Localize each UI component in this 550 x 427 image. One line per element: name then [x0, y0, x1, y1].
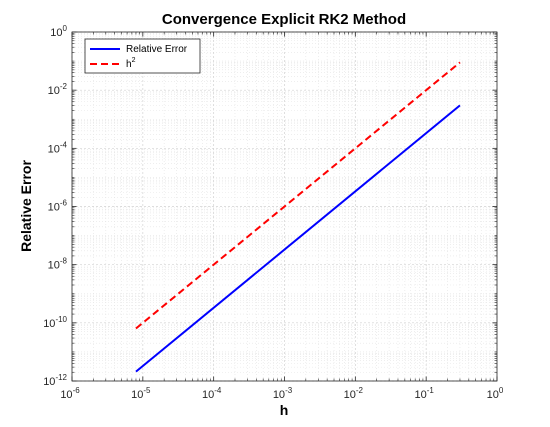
x-tick-label-exponent: -6: [73, 386, 81, 395]
x-tick-label-base: 10: [487, 389, 499, 401]
legend: Relative Error h2: [84, 38, 201, 74]
y-tick-label-base: 10: [43, 318, 55, 330]
y-tick-label: 10-6: [48, 199, 68, 214]
y-tick-label-base: 10: [43, 376, 55, 388]
y-tick-label-base: 10: [48, 202, 60, 214]
y-tick-label-exponent: -10: [55, 315, 67, 324]
x-tick-label-base: 10: [414, 389, 426, 401]
legend-box: [84, 38, 201, 74]
y-axis-label: Relative Error: [18, 160, 34, 252]
y-tick-label: 100: [50, 24, 67, 39]
x-tick-label-exponent: -2: [356, 386, 364, 395]
series-layer: [135, 61, 461, 373]
x-tick-label: 100: [487, 386, 504, 401]
x-tick-label-exponent: -1: [427, 386, 435, 395]
y-tick-label-base: 10: [50, 27, 62, 39]
tick-marks: [71, 31, 498, 382]
y-tick-label: 10-10: [43, 315, 67, 330]
y-tick-label: 10-12: [43, 373, 67, 388]
y-tick-label: 10-2: [48, 82, 68, 97]
x-tick-label-exponent: 0: [499, 386, 504, 395]
y-tick-label-exponent: -2: [60, 82, 68, 91]
x-tick-label: 10-4: [202, 386, 222, 401]
legend-label-relative-error: Relative Error: [126, 44, 188, 55]
x-tick-label-exponent: -3: [285, 386, 293, 395]
chart-title: Convergence Explicit RK2 Method: [162, 11, 406, 28]
legend-label-h-base: h: [126, 59, 132, 70]
x-tick-label-exponent: -4: [214, 386, 222, 395]
y-tick-label: 10-4: [48, 140, 68, 155]
x-tick-label-exponent: -5: [143, 386, 151, 395]
y-tick-label-exponent: 0: [63, 24, 68, 33]
x-tick-label-base: 10: [273, 389, 285, 401]
y-tick-label-base: 10: [48, 143, 60, 155]
x-tick-label: 10-3: [273, 386, 293, 401]
series-line-relative-error: [135, 104, 461, 373]
x-tick-label: 10-5: [131, 386, 151, 401]
x-tick-label-base: 10: [131, 389, 143, 401]
series-line-h-squared: [135, 61, 461, 330]
x-tick-labels: 10-6 10-5 10-4 10-3 10-2 10-1 100: [60, 386, 504, 401]
y-tick-label-base: 10: [48, 260, 60, 272]
legend-label-h-squared: h2: [126, 57, 136, 70]
x-tick-label: 10-6: [60, 386, 80, 401]
y-tick-label: 10-8: [48, 257, 68, 272]
y-tick-label-exponent: -12: [55, 373, 67, 382]
y-tick-label-exponent: -6: [60, 199, 68, 208]
x-tick-label-base: 10: [344, 389, 356, 401]
x-tick-label-base: 10: [202, 389, 214, 401]
legend-label-h-exponent: 2: [132, 57, 136, 64]
y-tick-label-exponent: -4: [60, 140, 68, 149]
x-tick-label: 10-1: [414, 386, 434, 401]
y-tick-label-exponent: -8: [60, 257, 68, 266]
x-tick-label: 10-2: [344, 386, 364, 401]
x-tick-label-base: 10: [60, 389, 72, 401]
y-tick-label-base: 10: [48, 85, 60, 97]
x-axis-label: h: [280, 402, 289, 418]
